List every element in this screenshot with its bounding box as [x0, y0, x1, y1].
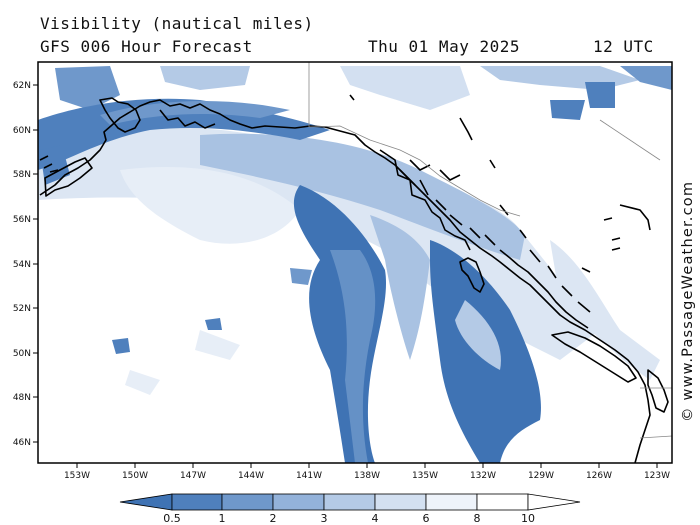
credit-text: © www.PassageWeather.com [680, 180, 696, 422]
lon-label: 153W [64, 471, 90, 481]
colorbar-segment [425, 493, 478, 511]
patch-small-3 [290, 268, 312, 285]
lat-label: 56N [13, 215, 31, 225]
colorbar-label: 6 [423, 512, 430, 525]
lat-label: 60N [13, 126, 31, 136]
southeast-alaska-islands [379, 149, 496, 251]
lat-label: 54N [13, 260, 31, 270]
lon-label: 123W [644, 471, 670, 481]
lon-label: 132W [470, 471, 496, 481]
bc-alberta-border [599, 119, 661, 161]
colorbar-label: 2 [270, 512, 277, 525]
alaska-peninsula-coast [39, 99, 651, 464]
gap-band [370, 215, 430, 360]
plume-east-light [455, 300, 501, 370]
lon-labels: 153W 150W 147W 144W 141W 138W 135W 132W … [64, 471, 670, 481]
colorbar-segment [476, 493, 529, 511]
lat-label: 46N [13, 438, 31, 448]
bc-inner-coast [499, 249, 591, 329]
lat-label: 62N [13, 81, 31, 91]
lon-ticks [76, 463, 658, 468]
alaska-bc-border [308, 125, 521, 217]
north-patch-2 [160, 66, 250, 90]
forecast-time: 12 UTC [593, 37, 654, 56]
patch-small-2 [205, 318, 222, 330]
lat-ticks [33, 84, 38, 443]
north-patch-3 [340, 66, 470, 110]
colorbar-segment [374, 493, 427, 511]
kodiak-coast [44, 157, 93, 197]
map-frame [37, 61, 673, 464]
lon-label: 144W [238, 471, 264, 481]
vancouver-island [551, 331, 637, 383]
lon-label: 135W [412, 471, 438, 481]
haida-gwaii [459, 257, 485, 293]
forecast-date: Thu 01 May 2025 [368, 37, 520, 56]
lon-label: 150W [122, 471, 148, 481]
lon-label: 141W [296, 471, 322, 481]
lon-label: 126W [586, 471, 612, 481]
coastlines [39, 94, 669, 464]
colorbar: 0.5 1 2 3 4 6 8 10 [119, 493, 581, 525]
patch-small-5 [125, 370, 160, 395]
forecast-label: GFS 006 Hour Forecast [40, 37, 253, 56]
north-patch-7 [550, 100, 585, 120]
colorbar-segment [171, 493, 223, 511]
lat-label: 52N [13, 304, 31, 314]
colorbar-segment [221, 493, 274, 511]
colorbar-label: 10 [521, 512, 535, 525]
north-patch-6 [620, 66, 672, 90]
colorbar-label: 0.5 [163, 512, 181, 525]
lat-label: 50N [13, 349, 31, 359]
colorbar-segment [272, 493, 325, 511]
colorbar-right-tip [527, 493, 581, 511]
haze-gulf [120, 166, 300, 244]
colorbar-label: 4 [372, 512, 379, 525]
visibility-field [38, 66, 672, 463]
aleutian-islands [39, 155, 59, 173]
north-patch-4 [480, 66, 640, 90]
colorbar-label: 3 [321, 512, 328, 525]
lat-label: 48N [13, 393, 31, 403]
lon-label: 147W [180, 471, 206, 481]
haze-south [550, 240, 660, 380]
borders [308, 62, 673, 439]
yukon-lakes [349, 94, 651, 273]
colorbar-label: 1 [219, 512, 226, 525]
lat-label: 58N [13, 170, 31, 180]
colorbar-label: 8 [474, 512, 481, 525]
lon-label: 138W [354, 471, 380, 481]
patch-small-1 [112, 338, 130, 354]
washington-oregon-border [639, 435, 673, 439]
lat-labels: 62N 60N 58N 56N 54N 52N 50N 48N 46N [13, 81, 31, 448]
alaska-band-light [100, 100, 290, 125]
colorbar-segment [323, 493, 376, 511]
map-title: Visibility (nautical miles) [40, 14, 314, 33]
patch-small-6 [195, 330, 240, 360]
north-patch-5 [585, 82, 615, 108]
kenai-coast [99, 97, 141, 133]
plume-west-edge [330, 250, 376, 463]
colorbar-left-tip [119, 493, 173, 511]
prince-william-sound [159, 109, 216, 129]
lon-label: 129W [528, 471, 554, 481]
patch-small-4 [40, 145, 70, 185]
